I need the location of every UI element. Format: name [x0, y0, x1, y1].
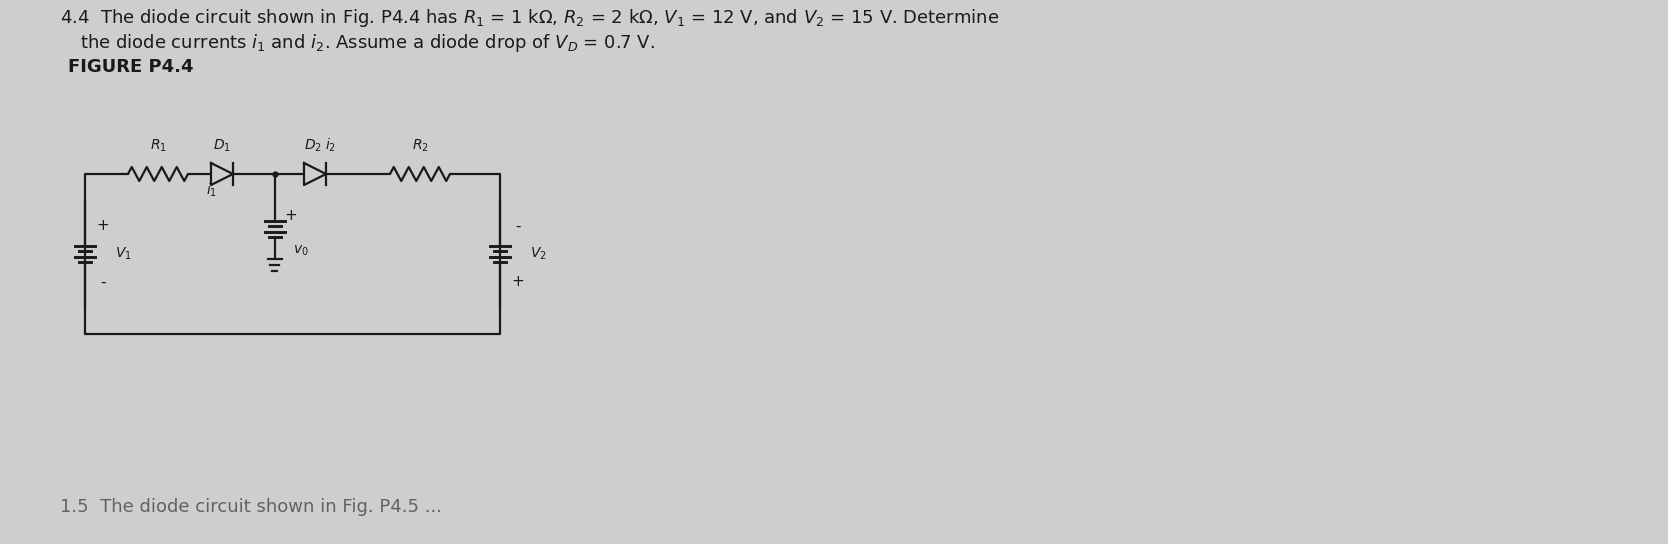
- Text: the diode currents $i_1$ and $i_2$. Assume a diode drop of $V_D$ = 0.7 V.: the diode currents $i_1$ and $i_2$. Assu…: [80, 32, 656, 54]
- Text: $D_1$: $D_1$: [214, 138, 230, 154]
- Text: $i_2$: $i_2$: [325, 137, 337, 154]
- Text: $V_2$: $V_2$: [530, 246, 547, 262]
- Text: $i_1$: $i_1$: [207, 182, 217, 200]
- Text: -: -: [100, 275, 105, 289]
- Text: 1.5  The diode circuit shown in Fig. P4.5 ...: 1.5 The diode circuit shown in Fig. P4.5…: [60, 498, 442, 516]
- Text: +: +: [512, 275, 524, 289]
- Text: $v_0$: $v_0$: [294, 244, 309, 258]
- Text: $V_1$: $V_1$: [115, 246, 132, 262]
- Text: FIGURE P4.4: FIGURE P4.4: [68, 58, 193, 76]
- Text: +: +: [285, 207, 297, 222]
- Text: -: -: [515, 219, 520, 233]
- Text: $R_1$: $R_1$: [150, 138, 167, 154]
- Text: +: +: [97, 219, 110, 233]
- Text: $R_2$: $R_2$: [412, 138, 429, 154]
- Text: 4.4  The diode circuit shown in Fig. P4.4 has $R_1$ = 1 k$\Omega$, $R_2$ = 2 k$\: 4.4 The diode circuit shown in Fig. P4.4…: [60, 7, 999, 29]
- Text: $D_2$: $D_2$: [304, 138, 322, 154]
